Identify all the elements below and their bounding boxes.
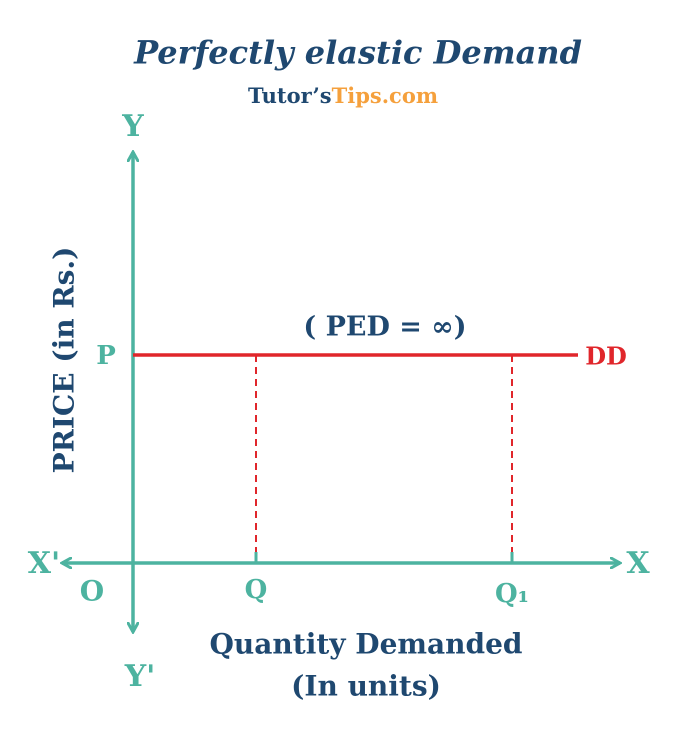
price-label: P [96,341,116,371]
x-axis-title-2: (In units) [291,670,441,703]
origin-label: O [80,575,104,608]
y-top-label: Y [121,109,144,144]
y-axis-title: PRICE (in Rs.) [48,247,81,474]
brand-right: Tips.com [332,83,438,108]
x-axis-title-1: Quantity Demanded [210,628,523,661]
title: Perfectly elastic Demand [133,34,582,72]
x-left-label: X' [28,546,60,581]
q-label: Q [245,575,268,605]
q1-label: Q₁ [495,579,529,609]
dd-label: DD [585,342,627,371]
y-bottom-label: Y' [124,659,156,694]
brand-left: Tutor’s [248,83,332,108]
x-right-label: X [626,546,650,581]
ped-annotation: ( PED = ∞) [303,312,466,343]
brand: Tutor’sTips.com [248,83,438,108]
